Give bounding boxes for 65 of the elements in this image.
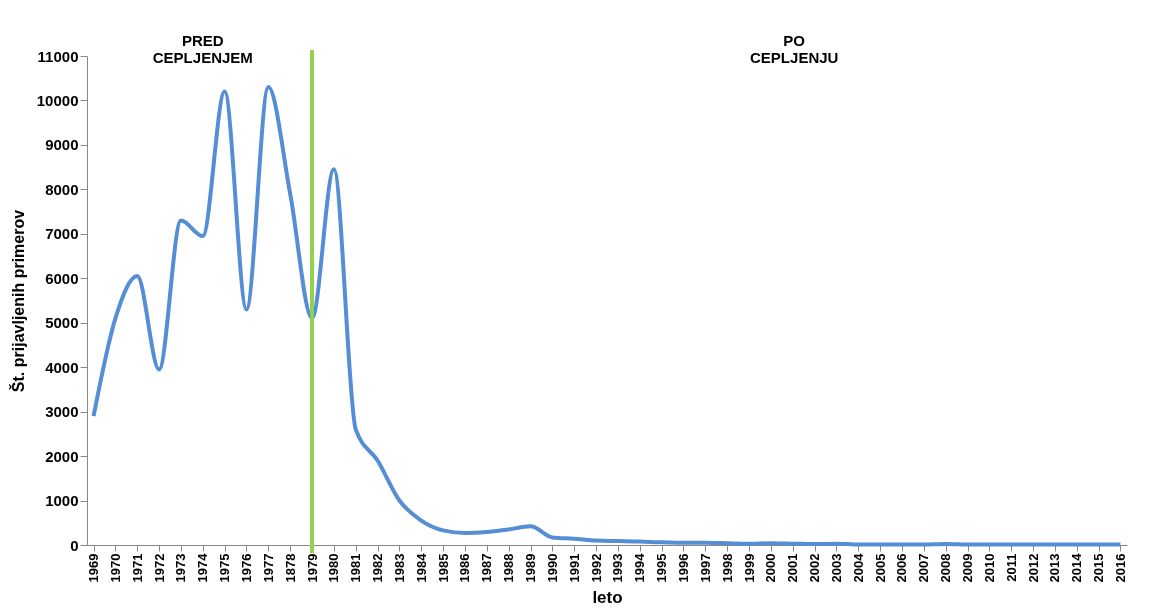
x-tick-label: 2007 [916,553,932,583]
x-tick-label: 1969 [86,553,102,583]
annotation: PO CEPLJENJU [750,32,839,66]
x-tick-label: 1878 [282,553,298,583]
x-tick-label: 2003 [828,553,844,583]
y-tick-label: 11000 [37,47,79,65]
y-tick-label: 1000 [45,492,79,510]
x-tick-label: 1986 [457,553,473,583]
x-tick-label: 1995 [654,553,670,583]
line-series [91,85,1123,547]
x-tick-label: 1979 [304,553,320,583]
x-tick-label: 1998 [719,553,735,583]
x-tick-label: 1970 [107,553,123,583]
x-tick-label: 2009 [960,553,975,583]
y-tick-label: 2000 [45,447,79,465]
x-tick-label: 2008 [938,553,954,583]
y-tick-label: 10000 [36,91,79,109]
y-axis-title: Št. prijavljenih primerov [8,209,27,393]
y-tick-label: 0 [70,536,79,554]
x-tick-label: 1974 [195,552,211,583]
x-tick-label: 1976 [239,553,254,583]
x-tick-label: 2004 [850,552,866,583]
x-tick-label: 2000 [763,553,779,583]
x-tick-label: 1972 [151,553,167,583]
x-tick-label: 2012 [1025,553,1041,583]
x-tick-label: 1991 [566,553,582,583]
x-tick-label: 1977 [260,553,276,583]
x-tick-label: 1982 [370,553,386,583]
x-tick-label: 1983 [391,553,407,583]
x-tick-label: 2014 [1069,552,1085,583]
x-tick-label: 2005 [872,553,888,583]
x-tick-label: 1990 [544,553,560,583]
y-tick-label: 4000 [45,358,79,376]
x-tick-label: 1994 [632,552,648,583]
x-tick-label: 1975 [217,553,233,583]
x-tick-label: 1973 [173,553,189,583]
y-tick-label: 3000 [45,403,79,421]
y-tick-label: 5000 [45,314,79,332]
y-tick-label: 9000 [45,136,79,154]
x-tick-label: 1992 [588,553,604,583]
y-tick-label: 6000 [45,269,79,287]
x-tick-label: 2001 [785,553,801,583]
x-tick-label: 2013 [1047,553,1063,583]
y-tick-label: 7000 [45,225,79,243]
x-tick-label: 1985 [435,553,451,583]
x-tick-label: 1980 [326,553,342,583]
x-tick-label: 1989 [523,553,539,583]
x-tick-label: 1996 [675,553,691,583]
x-tick-label: 1971 [129,553,145,583]
x-tick-label: 1981 [348,553,364,583]
x-tick-label: 2016 [1112,553,1128,583]
x-tick-label: 2011 [1003,553,1019,582]
x-tick-label: 1988 [501,553,517,583]
x-tick-label: 1997 [697,553,713,583]
x-tick-label: 2015 [1091,553,1107,583]
x-tick-label: 1999 [741,553,757,583]
x-tick-label: 2010 [981,553,997,583]
annotation: PRED CEPLJENJEM [152,32,253,66]
x-tick-label: 2002 [807,553,823,583]
x-tick-label: 2006 [894,553,910,583]
x-tick-label: 1993 [610,553,626,583]
x-tick-label: 1984 [413,552,429,583]
x-tick-label: 1987 [479,553,495,583]
y-tick-label: 8000 [45,180,79,198]
x-axis-title: leto [592,588,623,608]
